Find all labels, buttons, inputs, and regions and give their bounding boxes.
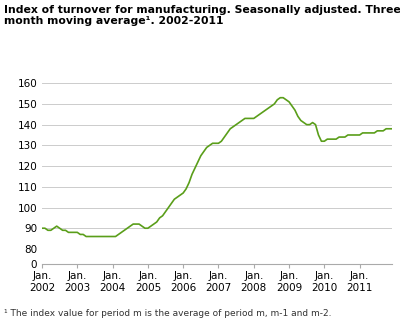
Text: ¹ The index value for period m is the average of period m, m-1 and m-2.: ¹ The index value for period m is the av…	[4, 309, 332, 318]
Text: Index of turnover for manufacturing. Seasonally adjusted. Three-
month moving av: Index of turnover for manufacturing. Sea…	[4, 5, 400, 27]
